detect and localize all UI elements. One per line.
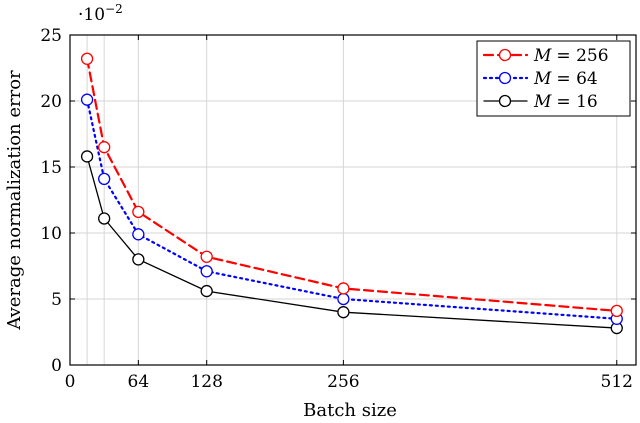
x-tick-label: 256 — [327, 372, 359, 392]
plot-frame — [69, 34, 637, 366]
data-point — [80, 52, 94, 65]
legend-label: M = 16 — [533, 92, 598, 112]
y-axis-ticks: 0 5 10 15 20 25 — [40, 26, 636, 376]
x-tick-label: 0 — [65, 372, 76, 392]
series-group — [80, 52, 623, 335]
data-point — [200, 265, 213, 278]
legend-label: M = 256 — [533, 46, 609, 66]
data-point — [80, 93, 94, 106]
legend-marker — [498, 48, 512, 62]
data-point — [200, 250, 213, 263]
legend-entry: M = 256 — [482, 46, 609, 66]
data-point — [132, 205, 145, 219]
y-tick-label: 25 — [40, 26, 62, 46]
data-point — [98, 172, 111, 186]
legend: M = 256 M = 64 M = 16 — [476, 40, 631, 117]
y-tick-label: 20 — [40, 92, 62, 112]
x-axis-ticks: 0 64 128 256 512 — [65, 35, 633, 392]
x-tick-label: 128 — [190, 372, 222, 392]
series-line — [85, 98, 618, 320]
data-point — [337, 292, 350, 306]
x-tick-label: 64 — [128, 372, 150, 392]
series-m-16 — [80, 150, 623, 335]
data-point — [200, 284, 213, 298]
series-m-256 — [80, 52, 623, 318]
y-axis-title: Average normalization error — [4, 70, 25, 331]
series-line — [86, 155, 618, 329]
data-point — [337, 282, 350, 295]
y-tick-label: 5 — [51, 290, 62, 310]
legend-entry: M = 16 — [483, 92, 598, 112]
y-tick-label: 15 — [40, 158, 62, 178]
data-point — [132, 253, 145, 266]
x-tick-label: 512 — [601, 372, 633, 392]
data-point — [98, 141, 111, 154]
y-axis-scale-factor: ·10−2 — [78, 2, 123, 25]
legend-marker — [498, 71, 512, 85]
legend-entry: M = 64 — [482, 69, 598, 89]
legend-label: M = 64 — [533, 69, 598, 89]
legend-marker — [498, 94, 512, 108]
x-axis-title: Batch size — [303, 400, 397, 421]
data-point — [132, 228, 145, 241]
data-point — [80, 150, 94, 163]
data-point — [337, 306, 350, 319]
series-line — [85, 57, 618, 312]
y-tick-label: 10 — [40, 224, 62, 244]
data-point — [610, 304, 623, 318]
y-tick-label: 0 — [51, 356, 62, 376]
data-point — [98, 212, 111, 225]
